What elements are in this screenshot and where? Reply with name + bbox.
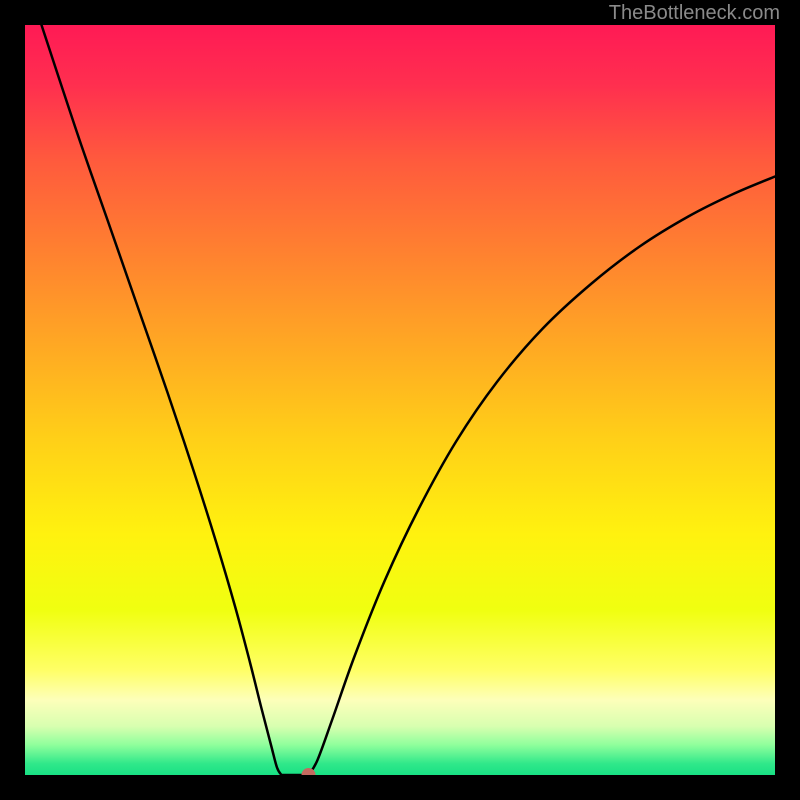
plot-area xyxy=(25,25,775,775)
curve-layer xyxy=(25,25,775,775)
watermark-text: TheBottleneck.com xyxy=(609,2,780,25)
bottleneck-curve xyxy=(42,25,776,775)
